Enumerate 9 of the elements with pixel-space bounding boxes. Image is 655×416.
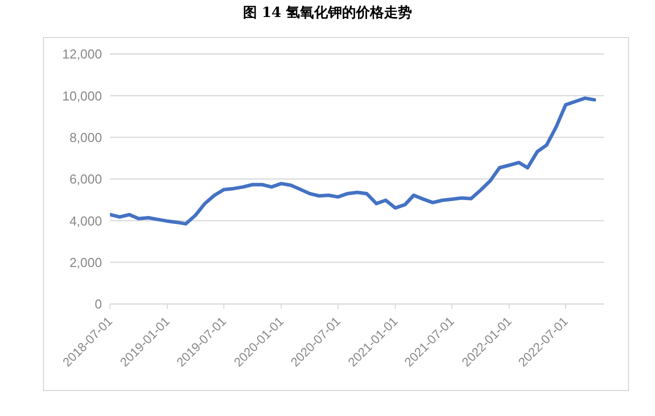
line-series [110,96,596,226]
y-tick-label: 12,000 [62,46,102,62]
y-tick-label: 8,000 [69,130,102,145]
y-tick-label: 10,000 [62,88,102,104]
y-tick-label: 0 [94,296,102,312]
chart-title: 图 14 氢氧化钾的价格走势 [242,4,414,22]
y-tick-label: 4,000 [69,213,102,228]
y-tick-label: 2,000 [69,254,102,270]
y-tick-label: 6,000 [69,172,102,187]
